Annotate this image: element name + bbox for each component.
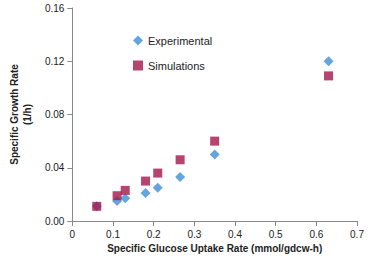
svg-text:Experimental: Experimental bbox=[148, 35, 212, 47]
svg-text:0.12: 0.12 bbox=[45, 56, 65, 67]
svg-text:0.08: 0.08 bbox=[45, 109, 65, 120]
svg-text:0.1: 0.1 bbox=[106, 229, 120, 240]
svg-text:0.6: 0.6 bbox=[309, 229, 323, 240]
svg-text:0.3: 0.3 bbox=[187, 229, 201, 240]
svg-text:0: 0 bbox=[70, 229, 76, 240]
svg-text:Specific Glucose Uptake Rate (: Specific Glucose Uptake Rate (mmol/gdcw-… bbox=[107, 243, 322, 254]
svg-text:0.5: 0.5 bbox=[269, 229, 283, 240]
svg-text:0.4: 0.4 bbox=[228, 229, 242, 240]
svg-text:0.16: 0.16 bbox=[45, 3, 65, 14]
svg-text:Simulations: Simulations bbox=[148, 60, 205, 72]
svg-text:0.7: 0.7 bbox=[350, 229, 364, 240]
svg-text:(1/h): (1/h) bbox=[22, 104, 33, 125]
svg-text:Specific Growth Rate: Specific Growth Rate bbox=[9, 64, 20, 165]
svg-text:0.2: 0.2 bbox=[147, 229, 161, 240]
svg-text:0.00: 0.00 bbox=[45, 216, 65, 227]
svg-text:0.04: 0.04 bbox=[45, 162, 65, 173]
